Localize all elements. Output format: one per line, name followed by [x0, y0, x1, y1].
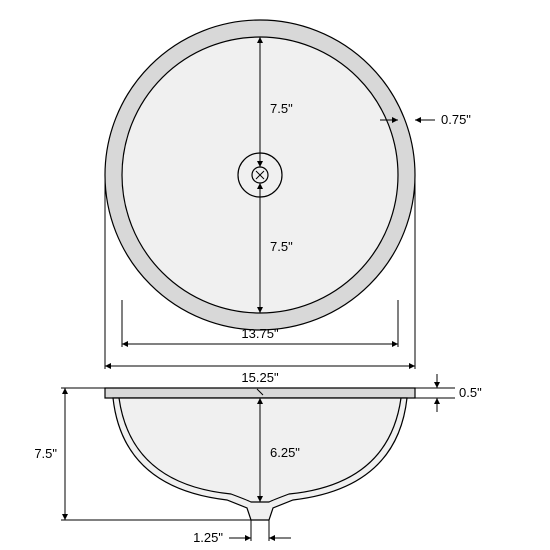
rim-thickness-label: 0.75": [441, 112, 471, 127]
technical-diagram: 7.5" 7.5" 0.75" 13.75" 15.25" 0.5" 6.25" 7.5" 1.…: [0, 0, 550, 550]
outer-diameter-label: 15.25": [241, 370, 279, 385]
side-rim: [105, 388, 415, 398]
radius-bottom-label: 7.5": [270, 239, 293, 254]
bowl-depth-label: 6.25": [270, 445, 300, 460]
radius-top-label: 7.5": [270, 101, 293, 116]
drain-width-label: 1.25": [193, 530, 223, 545]
inner-diameter-label: 13.75": [241, 326, 279, 341]
total-height-label: 7.5": [34, 446, 57, 461]
rim-height-label: 0.5": [459, 385, 482, 400]
